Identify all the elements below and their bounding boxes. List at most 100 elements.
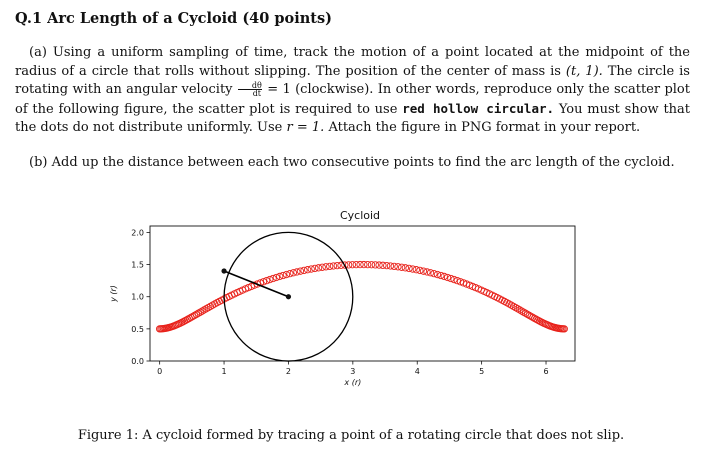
- scatter-point: [390, 262, 398, 271]
- scatter-point: [296, 267, 305, 275]
- scatter-point: [289, 269, 298, 277]
- scatter-point: [356, 260, 364, 269]
- scatter-point: [514, 305, 522, 313]
- y-tick-label: 1.5: [131, 261, 144, 270]
- cycloid-figure: Cycloid 0.0 0.5 1.0 1.5 2.0 0 1 2 3 4 5 6 y (r) x …: [109, 209, 576, 387]
- scatter-point: [293, 268, 301, 276]
- scatter-point: [272, 273, 281, 282]
- y-tick-label: 0.5: [131, 325, 144, 334]
- part-a-text-2: The circle is rotating with an angular v…: [15, 63, 690, 98]
- scatter-point: [394, 263, 402, 271]
- scatter-point: [303, 266, 312, 274]
- scatter-point: [286, 270, 294, 278]
- scatter-point: [437, 271, 445, 280]
- scatter-point: [187, 313, 195, 322]
- scatter-point: [409, 265, 417, 273]
- scatter-point: [279, 271, 287, 280]
- x-tick-label: 3: [350, 367, 355, 376]
- scatter-point: [443, 273, 452, 282]
- scatter-point: [371, 261, 379, 269]
- scatter-point: [440, 272, 448, 281]
- x-tick-label: 0: [157, 367, 162, 376]
- angular-velocity-fraction: dθ dt: [237, 82, 262, 99]
- rolling-circle: [223, 231, 354, 362]
- scatter-point: [416, 266, 424, 275]
- part-a-text-3: = 1 (clockwise). In other words, reprodu…: [15, 82, 690, 117]
- scatter-point: [367, 261, 376, 269]
- y-tick-label: 1.0: [131, 293, 144, 302]
- scatter-point: [450, 275, 458, 284]
- center-position: (t, 1).: [565, 63, 603, 79]
- scatter-point: [307, 265, 315, 273]
- part-a-text-1: Using a uniform sampling of time, track …: [15, 45, 690, 79]
- part-a-label: (a): [29, 45, 47, 60]
- scatter-point: [456, 278, 465, 286]
- scatter-point: [405, 264, 413, 273]
- scatter-point: [560, 325, 568, 333]
- scatter-point: [375, 261, 383, 269]
- scatter-point: [512, 303, 520, 312]
- scatter-point: [364, 260, 372, 269]
- circle-center-dot: [285, 294, 292, 300]
- x-axis-ticks: 0 1 2 3 4 5 6: [157, 361, 549, 376]
- part-b-text: Add up the distance between each two con…: [51, 155, 675, 170]
- scatter-point: [522, 309, 530, 317]
- scatter-point: [202, 305, 210, 313]
- cycloid-scatter-points: [156, 260, 568, 333]
- scatter-point: [262, 276, 271, 285]
- scatter-point: [318, 263, 326, 271]
- x-tick-label: 1: [222, 367, 227, 376]
- scatter-point: [453, 276, 461, 285]
- scatter-point: [192, 310, 201, 319]
- scatter-point: [253, 280, 261, 288]
- scatter-point: [300, 266, 308, 275]
- scatter-point: [341, 261, 349, 269]
- y-tick-label: 0.0: [131, 357, 144, 366]
- scatter-point: [518, 307, 526, 315]
- scatter-point: [447, 274, 455, 283]
- scatter-point: [259, 278, 268, 286]
- radius-equation: r = 1.: [286, 120, 325, 136]
- fraction-numerator: dθ: [237, 82, 262, 91]
- scatter-point: [360, 260, 368, 269]
- scatter-point: [383, 261, 391, 270]
- scatter-point: [196, 308, 204, 316]
- scatter-point: [523, 310, 532, 319]
- part-a-text-5: Attach the figure in PNG format in your …: [328, 120, 641, 136]
- scatter-point: [423, 268, 431, 276]
- scatter-point: [426, 269, 435, 277]
- x-tick-label: 5: [479, 367, 484, 376]
- scatter-point: [282, 270, 291, 279]
- part-b-label: (b): [29, 155, 48, 170]
- part-a-paragraph: (a) Using a uniform sampling of time, tr…: [15, 44, 690, 138]
- scatter-point: [190, 311, 199, 320]
- x-tick-label: 2: [286, 367, 291, 376]
- scatter-point: [311, 264, 319, 273]
- y-axis-ticks: 0.0 0.5 1.0 1.5 2.0: [131, 228, 150, 366]
- scatter-point: [379, 261, 387, 269]
- x-axis-label: x (r): [343, 378, 361, 387]
- radius-line: [223, 270, 289, 298]
- scatter-point: [322, 263, 330, 271]
- scatter-point: [269, 274, 277, 283]
- scatter-point: [276, 272, 284, 281]
- scatter-point: [266, 275, 274, 284]
- scatter-point: [333, 261, 341, 270]
- scatter-point: [459, 279, 468, 287]
- scatter-point: [352, 260, 360, 269]
- y-axis-label: y (r): [109, 285, 118, 303]
- scatter-point: [194, 309, 202, 317]
- fraction-denominator: dt: [252, 89, 262, 99]
- scatter-point: [189, 312, 197, 321]
- scatter-point: [344, 261, 353, 269]
- scatter-point: [412, 266, 420, 274]
- radius-tip-dot: [221, 268, 227, 274]
- scatter-point: [348, 261, 357, 269]
- scatter-point: [326, 262, 334, 271]
- scatter-point: [419, 267, 428, 275]
- scatter-point: [516, 306, 524, 314]
- x-tick-label: 6: [543, 367, 548, 376]
- red-hollow-circular-emphasis: red hollow circular.: [402, 100, 555, 116]
- scatter-point: [200, 306, 208, 314]
- plot-frame: [149, 225, 576, 362]
